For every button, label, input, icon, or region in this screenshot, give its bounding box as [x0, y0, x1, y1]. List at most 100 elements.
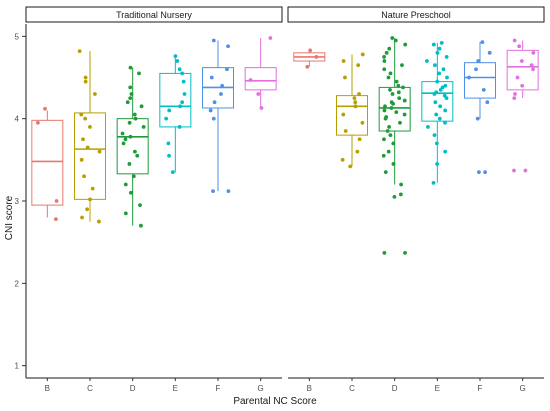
data-point	[425, 125, 430, 129]
data-point	[387, 46, 392, 51]
data-point	[123, 211, 128, 216]
data-point	[167, 108, 172, 113]
data-point	[83, 79, 88, 84]
data-point	[390, 92, 395, 96]
data-point	[360, 120, 365, 125]
data-point	[43, 106, 47, 111]
data-point	[132, 112, 137, 117]
data-point	[248, 78, 253, 82]
data-point	[389, 100, 394, 105]
data-point	[401, 85, 405, 90]
y-tick-label: 1	[15, 362, 20, 371]
data-point	[397, 96, 402, 100]
data-point	[164, 116, 169, 121]
data-point	[390, 36, 395, 40]
data-point	[382, 55, 386, 59]
box-group-B	[31, 106, 64, 222]
data-point	[388, 87, 392, 92]
data-point	[512, 38, 517, 43]
data-point	[384, 115, 389, 119]
data-point	[341, 112, 346, 117]
data-point	[180, 71, 185, 76]
data-point	[139, 223, 143, 228]
data-point	[438, 104, 443, 109]
data-point	[382, 137, 386, 142]
x-tick-label: D	[392, 384, 398, 393]
data-point	[387, 125, 391, 129]
x-tick-label: E	[435, 384, 440, 393]
data-point	[512, 96, 517, 100]
x-tick-label: C	[349, 384, 355, 393]
data-point	[177, 67, 182, 72]
x-tick-label: G	[258, 384, 264, 393]
plot-layer: 1 2 3 4 5 B C D E F G B C D E F G	[15, 24, 544, 393]
data-point	[208, 108, 213, 113]
data-point	[135, 153, 140, 158]
strip-header-panel-2	[287, 6, 545, 23]
data-point	[268, 36, 273, 40]
data-point	[225, 67, 229, 72]
box-body	[378, 86, 411, 132]
data-point	[131, 174, 136, 179]
box-group-E	[159, 54, 192, 175]
y-axis-title: CNI score	[4, 195, 15, 240]
x-tick-label: B	[45, 384, 50, 393]
data-point	[219, 92, 223, 96]
x-tick-label: G	[520, 384, 526, 393]
data-point	[352, 96, 357, 100]
data-point	[389, 106, 394, 110]
data-point	[512, 168, 516, 173]
data-point	[259, 106, 264, 110]
data-point	[443, 108, 448, 113]
data-point	[443, 120, 447, 125]
box-group-G	[244, 36, 277, 110]
box-group-F	[464, 40, 496, 175]
data-point	[476, 59, 481, 63]
data-point	[483, 170, 488, 175]
data-point	[360, 52, 365, 57]
box-body	[506, 49, 539, 91]
data-point	[305, 64, 310, 69]
data-point	[88, 197, 92, 202]
data-point	[434, 90, 439, 95]
data-point	[125, 100, 130, 105]
box-body	[336, 95, 368, 136]
data-point	[128, 85, 133, 90]
data-point	[433, 63, 437, 68]
data-point	[343, 75, 347, 80]
data-point	[177, 125, 182, 129]
data-point	[485, 100, 490, 105]
data-point	[437, 71, 442, 76]
data-point	[133, 116, 138, 121]
data-point	[97, 219, 101, 224]
y-tick-label: 4	[15, 115, 20, 124]
y-tick-label: 5	[15, 32, 20, 41]
data-point	[90, 186, 95, 191]
data-point	[129, 190, 133, 195]
data-point	[81, 137, 85, 142]
data-point	[435, 162, 440, 166]
data-point	[394, 110, 399, 114]
data-point	[424, 59, 429, 63]
data-point	[211, 116, 216, 121]
data-point	[141, 125, 146, 129]
data-point	[83, 75, 88, 80]
data-point	[166, 141, 171, 146]
data-point	[444, 55, 449, 59]
data-point	[211, 189, 215, 194]
data-point	[529, 63, 534, 68]
data-point	[382, 250, 387, 255]
data-point	[85, 145, 90, 150]
data-point	[226, 189, 231, 194]
data-point	[400, 63, 404, 68]
data-point	[343, 129, 348, 133]
data-point	[382, 59, 387, 63]
x-tick-label: F	[478, 384, 483, 393]
x-tick-label: D	[130, 384, 136, 393]
x-axis-title: Parental NC Score	[233, 396, 317, 407]
box-group-C	[336, 52, 368, 169]
data-point	[396, 83, 401, 88]
box-group-E	[421, 41, 454, 185]
data-point	[181, 79, 186, 84]
